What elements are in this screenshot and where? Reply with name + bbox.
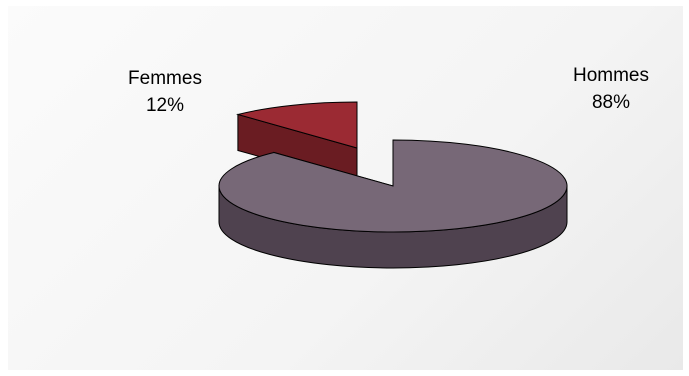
- slice-label-hommes-name: Hommes: [573, 65, 649, 86]
- pie-slice-femmes: [235, 101, 358, 149]
- slice-label-femmes-percent: 12%: [146, 95, 184, 116]
- slice-label-femmes-name: Femmes: [128, 68, 202, 89]
- pie-layer: [218, 101, 568, 269]
- pie-slice-hommes: [218, 139, 568, 233]
- label-layer: Femmes 12% Hommes 88%: [128, 65, 649, 116]
- slice-label-hommes-percent: 88%: [592, 92, 630, 113]
